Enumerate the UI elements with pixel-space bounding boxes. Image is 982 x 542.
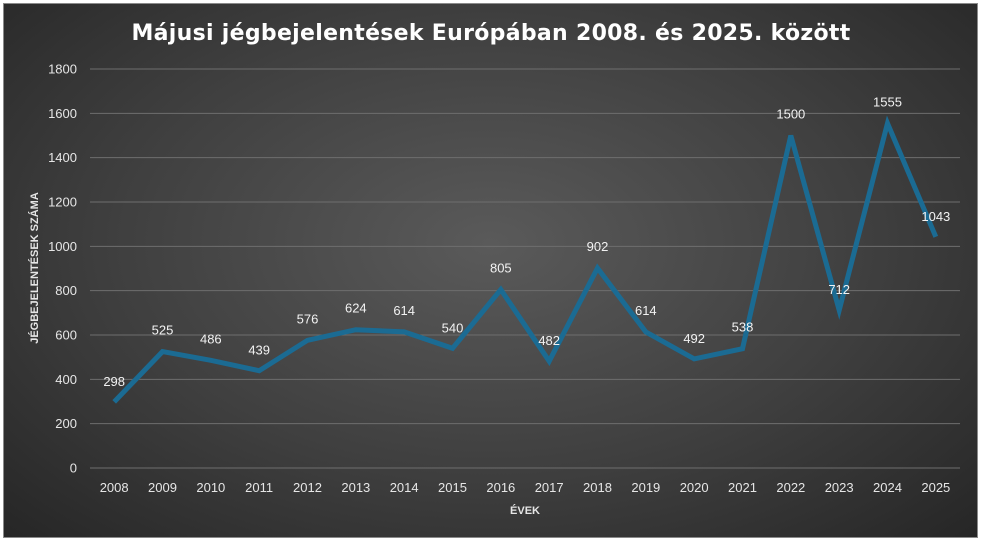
data-label: 540	[442, 320, 464, 335]
y-tick-label: 1400	[48, 150, 77, 165]
y-tick-label: 0	[70, 461, 77, 476]
data-label: 712	[828, 282, 850, 297]
y-tick-label: 600	[55, 328, 77, 343]
x-tick-label: 2019	[631, 480, 660, 495]
chart-area	[3, 3, 978, 538]
x-tick-label: 2020	[680, 480, 709, 495]
x-tick-label: 2014	[390, 480, 419, 495]
x-tick-label: 2009	[148, 480, 177, 495]
data-labels: 298 525 486 439 576 624 614 540 805 482 902 614 492 5…	[103, 94, 950, 389]
data-label: 482	[538, 333, 560, 348]
x-tick-label: 2012	[293, 480, 322, 495]
x-tick-label: 2010	[196, 480, 225, 495]
series-line	[112, 115, 939, 404]
data-label: 1500	[776, 107, 805, 122]
x-tick-label: 2013	[341, 480, 370, 495]
data-label: 614	[635, 303, 657, 318]
x-tick-label: 2021	[728, 480, 757, 495]
x-tick-label: 2023	[825, 480, 854, 495]
x-tick-label: 2008	[100, 480, 129, 495]
y-tick-label: 1200	[48, 195, 77, 210]
y-tick-label: 400	[55, 372, 77, 387]
y-axis-title: JÉGBEJELENTÉSEK SZÁMA	[28, 192, 41, 344]
x-tick-label: 2017	[535, 480, 564, 495]
data-label: 486	[200, 331, 222, 346]
chart-title: Májusi jégbejelentések Európában 2008. é…	[131, 21, 850, 46]
data-label: 439	[248, 343, 270, 358]
x-tick-label: 2018	[583, 480, 612, 495]
x-tick-label: 2015	[438, 480, 467, 495]
y-tick-label: 1800	[48, 62, 77, 77]
data-label: 576	[297, 311, 319, 326]
y-tick-label: 1600	[48, 106, 77, 121]
data-label: 614	[393, 303, 415, 318]
data-label: 525	[152, 323, 174, 338]
data-label: 538	[732, 320, 754, 335]
x-tick-label: 2025	[921, 480, 950, 495]
data-label: 298	[103, 374, 125, 389]
data-label: 1043	[921, 209, 950, 224]
data-label: 624	[345, 301, 367, 316]
y-tick-label: 1000	[48, 239, 77, 254]
x-tick-label: 2024	[873, 480, 902, 495]
x-tick-label: 2016	[486, 480, 515, 495]
x-tick-label: 2011	[245, 480, 273, 495]
data-label: 805	[490, 261, 512, 276]
x-tick-label: 2022	[776, 480, 805, 495]
data-label: 902	[587, 239, 609, 254]
gridlines	[90, 68, 960, 469]
data-label: 492	[683, 331, 705, 346]
y-axis-ticks: 0 200 400 600 800 1000 1200 1400 1600 1800	[48, 62, 77, 476]
x-axis-title: ÉVEK	[510, 504, 540, 517]
x-axis-ticks: 2008 2009 2010 2011 2012 2013 2014 2015 2016 2017…	[100, 480, 951, 495]
y-tick-label: 200	[55, 416, 77, 431]
y-tick-label: 800	[55, 283, 77, 298]
data-label: 1555	[873, 94, 902, 109]
